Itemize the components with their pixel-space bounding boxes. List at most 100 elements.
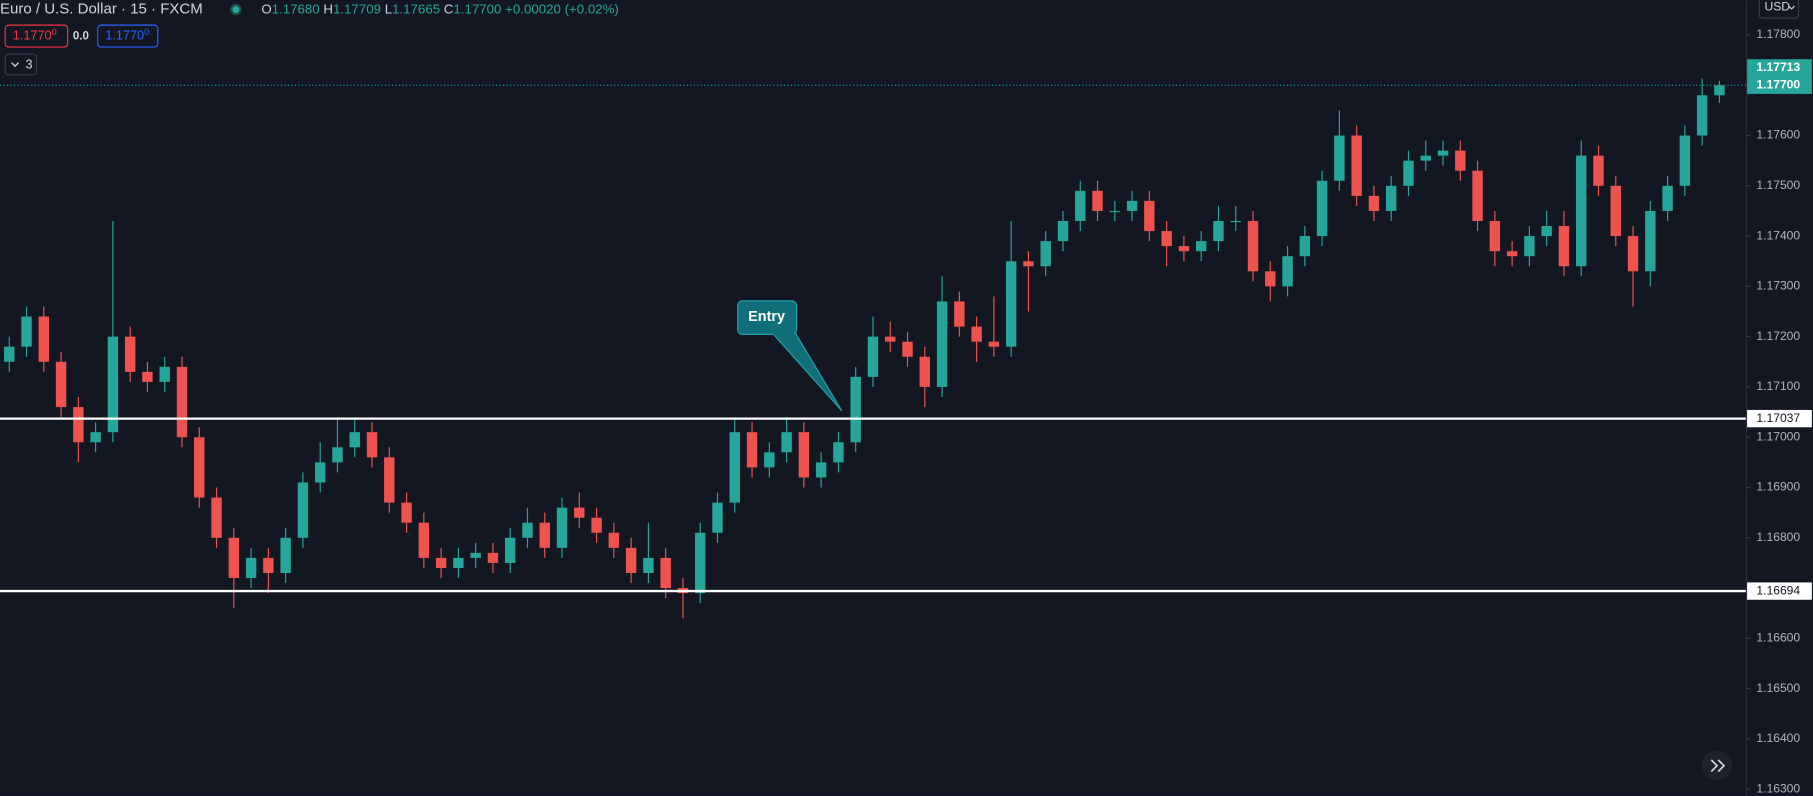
y-tick-label: 1.17300 [1756,279,1800,293]
candle-body [936,301,948,387]
candle-body [1506,251,1518,257]
candle-body [1161,231,1172,247]
candle-body [1092,190,1103,211]
candle-body [885,336,896,342]
candle-body [1299,236,1311,257]
chevron [11,62,19,68]
y-tick-label: 1.17100 [1756,379,1800,393]
y-tick-label: 1.17600 [1756,128,1800,142]
currency[interactable]: USD [1764,0,1790,13]
candle-body [1230,220,1241,223]
candle-body [798,432,810,478]
spread: 0.0 [73,31,89,43]
candle-body [1023,261,1034,267]
candle-body [435,557,447,568]
candle-body [90,432,101,443]
candle-body [453,557,464,568]
candle-body [764,452,775,468]
y-tick-label: 1.17000 [1756,429,1800,443]
buy-pip: 0 [144,28,149,38]
h-value: 1.17709 [333,1,381,16]
indicator-toggle[interactable] [4,53,37,76]
candle-body [1679,135,1691,186]
sell-main: 1.1770 [13,28,52,43]
candle-body [1265,271,1276,287]
candle-body [1455,150,1466,171]
buy-button[interactable] [97,24,159,48]
symbol-title: Euro / U.S. Dollar · 15 · FXCM [0,0,203,17]
level-tag-label: 1.16694 [1756,583,1800,597]
y-tick-label: 1.17800 [1756,27,1800,41]
candle-body [867,336,879,377]
candle-body [38,316,50,362]
price-tag-label: 1.17713 [1756,60,1800,74]
plot [0,78,1746,619]
candle-body [1489,220,1501,252]
candle-body [1385,185,1397,211]
candle-body [470,552,481,558]
y-tick-label: 1.16400 [1756,731,1800,745]
candle-body [919,356,930,387]
candle-body [366,432,378,458]
candle-body [1057,220,1069,242]
candle-body [1714,85,1725,96]
candle-body [1645,210,1656,272]
candle-body [781,432,792,453]
h-label: H [323,1,333,16]
price-tag-label: 1.17700 [1756,77,1800,91]
y-tick-label: 1.16900 [1756,480,1800,494]
candle-body [1437,150,1449,156]
candle-body [1040,241,1051,267]
candle-body [159,366,170,382]
y-tick-label: 1.16500 [1756,681,1800,695]
level-tag [1747,409,1812,428]
candle-body [107,336,119,433]
candle-body [418,522,430,558]
candle-body [1420,155,1431,161]
candle-body [1075,190,1086,221]
price-tag [1747,76,1812,94]
price-tag [1747,59,1812,77]
candle-body [1126,200,1138,211]
candle-body [21,316,32,347]
candle-body [245,557,257,579]
y-tick-label: 1.17400 [1756,228,1800,242]
callout-joint [773,330,795,336]
level-tag [1747,582,1812,600]
candle-body [1627,236,1639,272]
sell-button[interactable] [4,24,69,48]
y-tick-label: 1.17500 [1756,178,1800,192]
indicator-count: 3 [25,56,32,71]
candle-body [280,537,291,573]
candle-body [1109,210,1121,213]
candle-body [1368,195,1380,211]
candle-body [695,532,706,594]
buy-price[interactable]: 1.17700 [105,28,149,43]
candle-body [660,557,671,589]
candle-body [833,442,844,463]
candle-body [505,537,516,563]
annotation: Entry [748,309,785,325]
candle-body [1576,155,1587,267]
candle-body [556,507,568,548]
candle-body [1144,200,1155,232]
candle-body [487,552,499,563]
candle-body [522,522,533,538]
candle-body [297,482,309,538]
price-axis: 1.163001.164001.165001.166001.167001.168… [1745,27,1812,795]
candle-body [712,502,723,533]
callout-box [737,300,798,335]
candle-body [1316,180,1328,237]
sell-price[interactable]: 1.17700 [13,28,57,43]
candle-body [1593,155,1604,186]
candle-body [625,547,637,573]
candle-body [1662,185,1673,211]
candle-body [954,301,965,327]
currency-button[interactable] [1758,0,1800,19]
candle-body [1524,236,1535,257]
candle-body [142,371,153,382]
candle-body [815,462,827,478]
candle-body [1334,135,1345,181]
